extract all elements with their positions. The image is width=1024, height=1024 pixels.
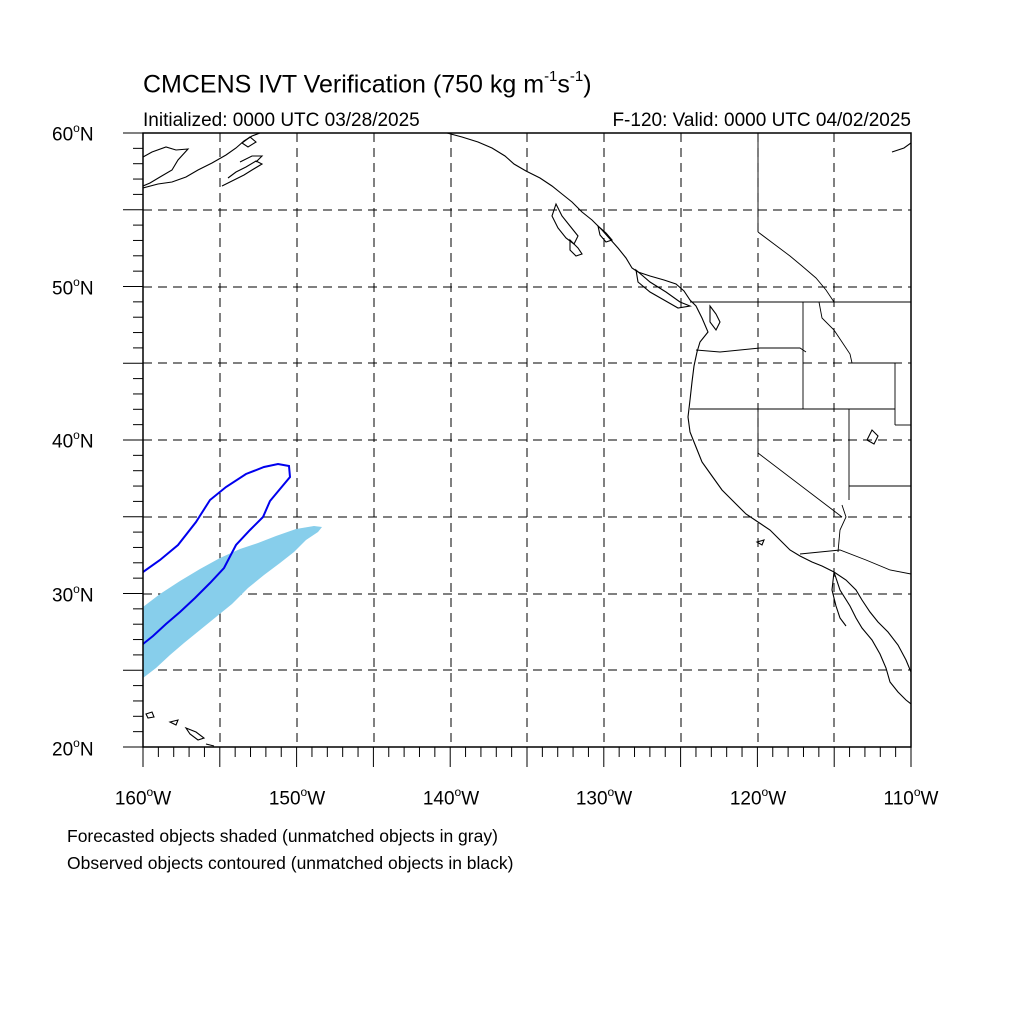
lat-label-40: 40oN — [52, 428, 94, 453]
lon-label-110w: 110oW — [883, 785, 939, 810]
lat-label-60: 60oN — [52, 121, 94, 146]
coastlines — [143, 133, 911, 747]
valid-time-subtitle: F-120: Valid: 0000 UTC 04/02/2025 — [612, 110, 911, 131]
axis-ticks — [123, 132, 912, 767]
lat-label-50: 50oN — [52, 275, 94, 300]
lon-label-140w: 140oW — [422, 785, 480, 810]
lon-label-150w: 150oW — [268, 785, 326, 810]
init-time-subtitle: Initialized: 0000 UTC 03/28/2025 — [143, 110, 420, 131]
lon-label-130w: 130oW — [575, 785, 633, 810]
political-boundaries — [690, 133, 911, 575]
footer-forecast-note: Forecasted objects shaded (unmatched obj… — [67, 826, 498, 846]
gridlines — [143, 133, 911, 747]
lon-label-120w: 120oW — [729, 785, 787, 810]
observed-ivt-contour — [143, 462, 292, 645]
footer-observed-note: Observed objects contoured (unmatched ob… — [67, 853, 514, 873]
forecast-ivt-object — [143, 526, 322, 678]
lat-label-20: 20oN — [52, 736, 94, 761]
lon-label-160w: 160oW — [114, 785, 172, 810]
lat-label-30: 30oN — [52, 582, 94, 607]
map-title: CMCENS IVT Verification (750 kg m-1s-1) — [143, 68, 592, 99]
